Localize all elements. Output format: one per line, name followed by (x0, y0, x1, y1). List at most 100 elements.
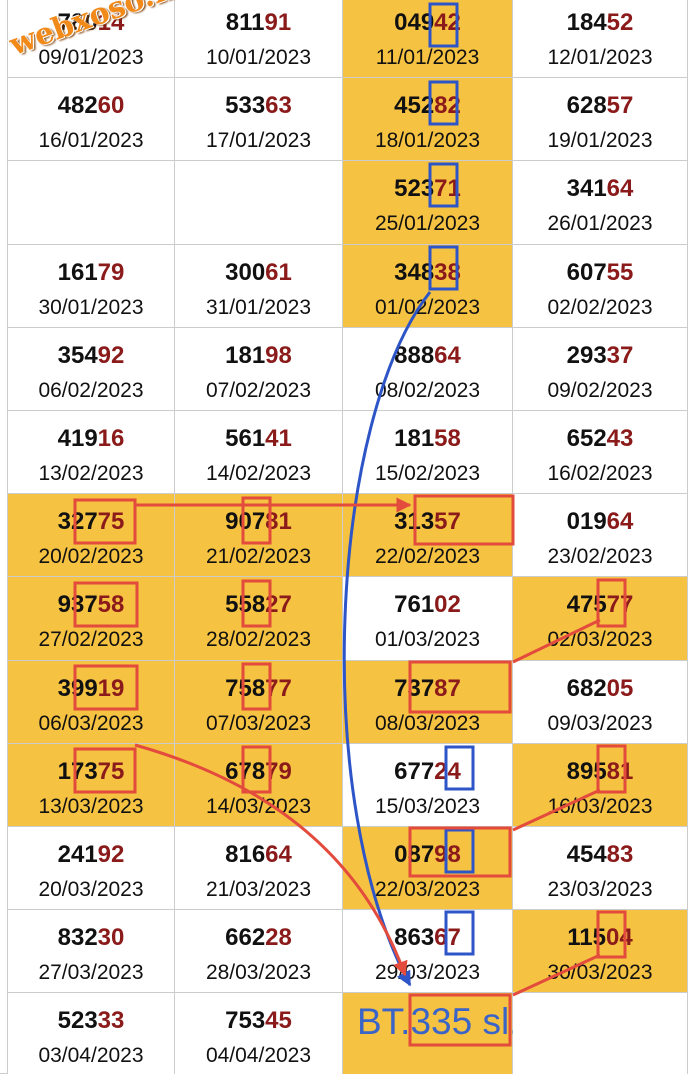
draw-date: 12/01/2023 (547, 46, 653, 69)
cell: 18198 07/02/2023 (175, 327, 343, 411)
cell: 16179 30/01/2023 (8, 244, 175, 328)
cell: 53363 17/01/2023 (175, 78, 343, 162)
lottery-number: 17375 (57, 757, 125, 785)
lottery-number: 73787 (394, 674, 461, 702)
cell: 76102 01/03/2023 (343, 577, 513, 661)
draw-date: 26/01/2023 (547, 212, 653, 236)
draw-date: 06/02/2023 (38, 378, 144, 402)
lottery-number: 08798 (394, 841, 461, 868)
draw-date: 02/02/2023 (547, 295, 653, 319)
draw-date: 13/03/2023 (38, 794, 144, 818)
draw-date: 09/03/2023 (547, 711, 653, 735)
draw-date: 15/02/2023 (374, 462, 481, 485)
draw-date: 10/01/2023 (205, 46, 312, 69)
draw-date: 14/02/2023 (205, 462, 312, 485)
cell: 45483 23/03/2023 (513, 827, 688, 911)
draw-date: 23/02/2023 (547, 545, 653, 569)
draw-date: 17/01/2023 (205, 129, 312, 153)
cell: 73787 08/03/2023 (343, 660, 513, 744)
draw-date: 23/03/2023 (547, 878, 653, 901)
draw-date: 11/01/2023 (375, 46, 480, 69)
lottery-number: 34164 (566, 175, 634, 203)
lottery-number: 52333 (57, 1007, 125, 1035)
cell: 34838 01/02/2023 (343, 244, 513, 328)
cell: 81191 10/01/2023 (175, 0, 343, 79)
cell: 30061 31/01/2023 (175, 244, 343, 328)
lottery-number: 66228 (225, 924, 292, 952)
lottery-number: 62857 (566, 92, 634, 120)
draw-date: 27/02/2023 (38, 628, 144, 652)
draw-date: 18/01/2023 (374, 129, 481, 153)
draw-date: 07/02/2023 (205, 378, 312, 402)
draw-date: 08/03/2023 (374, 711, 481, 735)
cell: 67724 15/03/2023 (343, 743, 513, 827)
lottery-number: 16179 (57, 258, 125, 286)
cell: 04942 11/01/2023 (343, 0, 513, 79)
lottery-number: 39919 (57, 674, 125, 702)
lottery-number: 24192 (57, 841, 125, 868)
cell: 90781 21/02/2023 (175, 494, 343, 578)
lottery-number: 32775 (57, 508, 125, 536)
lottery-number: 81664 (225, 841, 292, 868)
lottery-number: 88864 (394, 341, 461, 369)
cell: 56141 14/02/2023 (175, 411, 343, 495)
lottery-number: 30061 (225, 258, 292, 286)
draw-date: 07/03/2023 (205, 711, 312, 735)
cell: 78014 09/01/2023 (8, 0, 175, 79)
cell: 34164 26/01/2023 (513, 161, 688, 245)
lottery-number: 89581 (566, 757, 634, 785)
draw-date: 20/03/2023 (38, 878, 144, 901)
draw-date: 09/02/2023 (547, 378, 653, 402)
lottery-number: 83230 (57, 924, 125, 952)
draw-date: 01/03/2023 (374, 628, 481, 652)
draw-date: 20/02/2023 (38, 545, 144, 569)
cell: 31357 22/02/2023 (343, 494, 513, 578)
lottery-number: 35492 (57, 341, 125, 369)
lottery-number: 68205 (566, 674, 634, 702)
lottery-number: 18452 (566, 9, 634, 36)
cell: 52333 03/04/2023 (8, 993, 175, 1074)
draw-date: 22/03/2023 (374, 878, 481, 901)
draw-date: 19/01/2023 (547, 129, 653, 153)
cell: 88864 08/02/2023 (343, 327, 513, 411)
cell: 55827 28/02/2023 (175, 577, 343, 661)
draw-date: 25/01/2023 (374, 212, 481, 236)
draw-date: 03/04/2023 (38, 1044, 144, 1068)
cell: 11504 30/03/2023 (513, 910, 688, 994)
draw-date: 04/04/2023 (205, 1044, 312, 1068)
draw-date: 06/03/2023 (38, 711, 144, 735)
lottery-number: 47577 (566, 591, 634, 619)
draw-date: 31/01/2023 (205, 295, 312, 319)
lottery-number: 11504 (567, 924, 633, 952)
draw-date: 27/03/2023 (38, 961, 144, 985)
lottery-number: 65243 (566, 425, 634, 452)
cell: 75345 04/04/2023 (175, 993, 343, 1074)
cell: 18452 12/01/2023 (513, 0, 688, 79)
lottery-number: 48260 (57, 92, 125, 120)
draw-date: 22/02/2023 (374, 545, 481, 569)
cell: 35492 06/02/2023 (8, 327, 175, 411)
cell: 41916 13/02/2023 (8, 411, 175, 495)
draw-date: 30/01/2023 (38, 295, 144, 319)
lottery-number: 29337 (566, 341, 634, 369)
draw-date: 13/02/2023 (38, 462, 144, 485)
draw-date: 21/03/2023 (205, 878, 312, 901)
cell: 83230 27/03/2023 (8, 910, 175, 994)
cell: 32775 20/02/2023 (8, 494, 175, 578)
lottery-number: 67724 (394, 757, 461, 785)
lottery-number: 56141 (225, 425, 292, 452)
cell: 17375 13/03/2023 (8, 743, 175, 827)
cell: 48260 16/01/2023 (8, 78, 175, 162)
lottery-number: 81191 (225, 9, 292, 36)
cell: 01964 23/02/2023 (513, 494, 688, 578)
cell: 39919 06/03/2023 (8, 660, 175, 744)
cell: 24192 20/03/2023 (8, 827, 175, 911)
lottery-number: 78014 (57, 9, 125, 36)
cell: 66228 28/03/2023 (175, 910, 343, 994)
lottery-number: 18198 (225, 341, 292, 369)
cell (175, 161, 343, 245)
draw-date: 09/01/2023 (38, 46, 144, 69)
cell: 60755 02/02/2023 (513, 244, 688, 328)
